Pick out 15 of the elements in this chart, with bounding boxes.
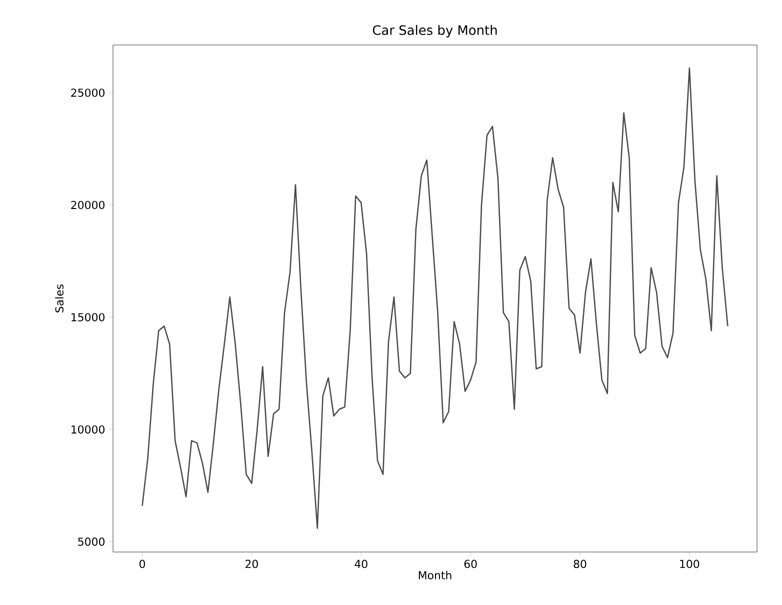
x-tick-label: 40 — [354, 560, 368, 568]
x-axis-title: Month — [418, 570, 452, 580]
x-tick-label: 80 — [574, 560, 586, 568]
y-tick-label: 25000 — [71, 88, 104, 97]
y-tick-label: 15000 — [72, 313, 104, 322]
y-axis-title: Sales — [55, 284, 64, 312]
chart-title: Car Sales by Month — [372, 24, 497, 38]
x-tick-label: 0 — [140, 560, 146, 568]
x-tick-label: 100 — [680, 560, 700, 568]
y-tick-label: 5000 — [78, 538, 104, 546]
y-tick-label: 20000 — [71, 200, 104, 210]
y-tick-label: 10000 — [72, 425, 104, 434]
x-tick-label: 20 — [246, 560, 258, 568]
x-tick-label: 60 — [464, 560, 477, 568]
line-series — [142, 67, 728, 529]
